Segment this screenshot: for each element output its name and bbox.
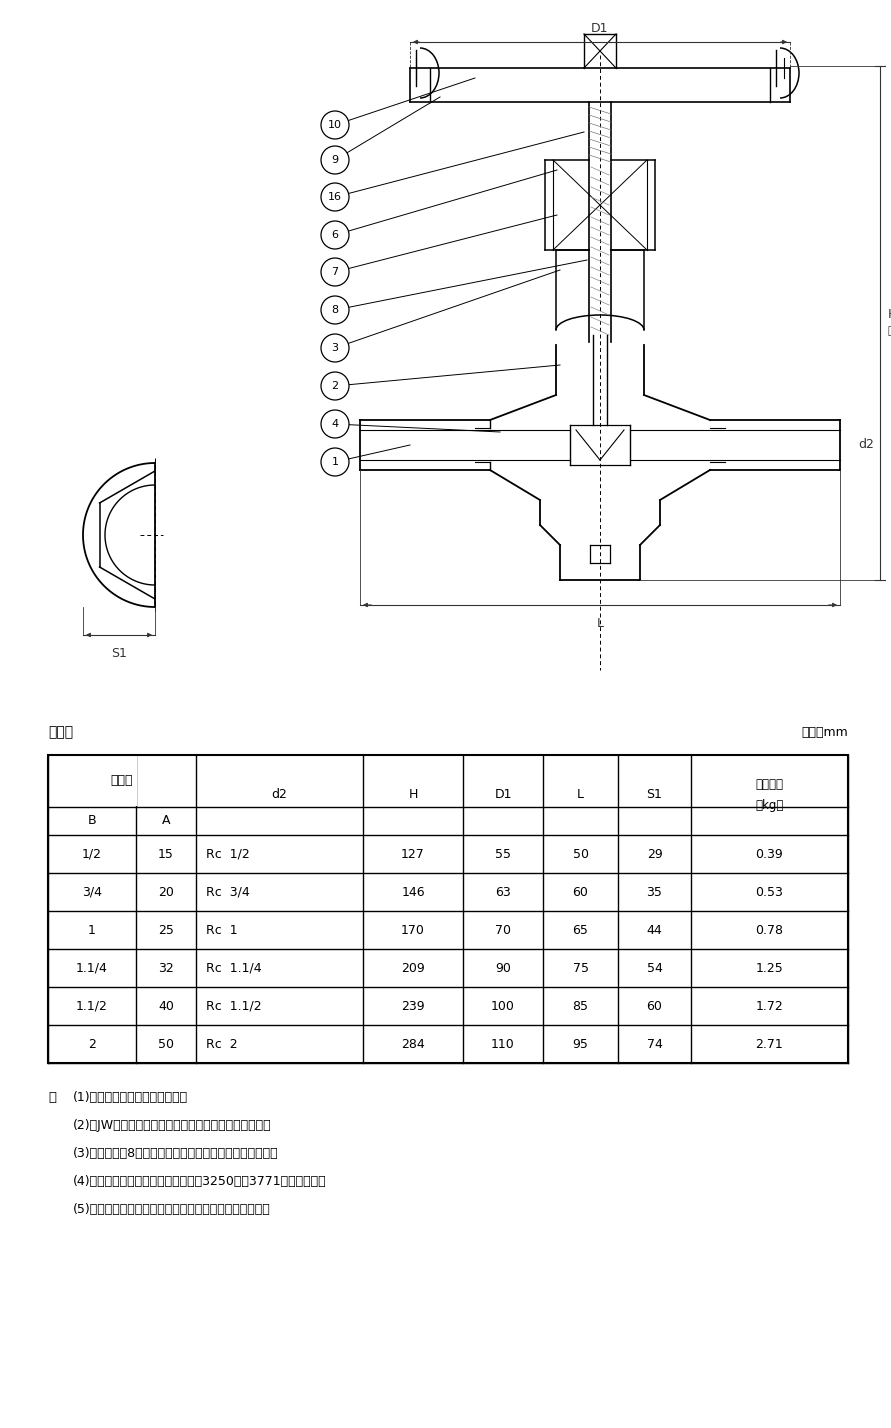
Text: (4)　引張強さと伸びは、ＪＩＳ　Ｈ3250のＣ3771と同等以上．: (4) 引張強さと伸びは、ＪＩＳ Ｈ3250のＣ3771と同等以上．	[73, 1175, 327, 1188]
Text: 50: 50	[158, 1038, 174, 1051]
Text: Rc  1.1/4: Rc 1.1/4	[206, 961, 262, 974]
Text: 1: 1	[331, 457, 339, 467]
Text: 単位：mm: 単位：mm	[801, 725, 848, 740]
Text: S1: S1	[111, 647, 127, 660]
Bar	[135, 755, 136, 805]
Circle shape	[321, 296, 349, 324]
Circle shape	[321, 146, 349, 174]
Circle shape	[321, 111, 349, 139]
Text: 1: 1	[88, 924, 96, 937]
Text: 170: 170	[401, 924, 425, 937]
Circle shape	[321, 221, 349, 248]
Circle shape	[321, 373, 349, 400]
Text: 1.72: 1.72	[756, 1000, 783, 1012]
Bar	[48, 755, 848, 1062]
Text: 55: 55	[495, 847, 511, 861]
Text: 8: 8	[331, 306, 339, 316]
Text: B: B	[87, 814, 96, 827]
Text: d2: d2	[858, 438, 874, 451]
Text: 60: 60	[647, 1000, 662, 1012]
Text: 60: 60	[573, 885, 588, 898]
Text: 1.1/2: 1.1/2	[76, 1000, 108, 1012]
Text: 54: 54	[647, 961, 662, 974]
Text: H: H	[888, 308, 891, 321]
Text: 75: 75	[573, 961, 588, 974]
Text: （kg）: （kg）	[756, 798, 784, 811]
Text: 110: 110	[491, 1038, 515, 1051]
Text: (1)　呼び径を表わしています．: (1) 呼び径を表わしています．	[73, 1091, 188, 1104]
Text: 1.25: 1.25	[756, 961, 783, 974]
Text: （全開）: （全開）	[888, 326, 891, 336]
Text: (5)　可燃性ガス・毒性ガスには使用しないでください．: (5) 可燃性ガス・毒性ガスには使用しないでください．	[73, 1202, 271, 1217]
Text: Rc  2: Rc 2	[206, 1038, 238, 1051]
Text: (2)　JWは、ＪＩＳ認証機関の略号を表わしています．: (2) JWは、ＪＩＳ認証機関の略号を表わしています．	[73, 1120, 272, 1132]
Circle shape	[321, 334, 349, 363]
Text: 85: 85	[573, 1000, 588, 1012]
Text: 概算質量: 概算質量	[756, 778, 783, 791]
Text: d2: d2	[272, 788, 288, 801]
Text: 6: 6	[331, 230, 339, 240]
Text: 7: 7	[331, 267, 339, 277]
Text: L: L	[596, 617, 603, 630]
Text: 4: 4	[331, 418, 339, 428]
Text: Rc  1/2: Rc 1/2	[206, 847, 249, 861]
Text: 呼び径: 呼び径	[110, 774, 134, 787]
Text: 100: 100	[491, 1000, 515, 1012]
Text: 63: 63	[495, 885, 511, 898]
Circle shape	[321, 183, 349, 211]
Text: 9: 9	[331, 156, 339, 166]
Text: L: L	[577, 788, 584, 801]
Text: 146: 146	[401, 885, 425, 898]
Text: 0.53: 0.53	[756, 885, 783, 898]
Text: 29: 29	[647, 847, 662, 861]
Text: 1.1/4: 1.1/4	[76, 961, 108, 974]
Text: (3)　スパナ掛8角面に製造工場の略号を表わしています．: (3) スパナ掛8角面に製造工場の略号を表わしています．	[73, 1147, 279, 1160]
Text: S1: S1	[647, 788, 662, 801]
Text: 32: 32	[158, 961, 174, 974]
Text: 寸法表: 寸法表	[48, 725, 73, 740]
Text: 10: 10	[328, 120, 342, 130]
Text: 95: 95	[573, 1038, 588, 1051]
Text: 74: 74	[647, 1038, 662, 1051]
Circle shape	[321, 410, 349, 438]
Text: 15: 15	[158, 847, 174, 861]
Text: 20: 20	[158, 885, 174, 898]
Circle shape	[321, 258, 349, 286]
Text: 50: 50	[573, 847, 588, 861]
Text: 25: 25	[158, 924, 174, 937]
Text: 2: 2	[331, 381, 339, 391]
Text: 40: 40	[158, 1000, 174, 1012]
Text: 127: 127	[401, 847, 425, 861]
Text: 44: 44	[647, 924, 662, 937]
Text: 1/2: 1/2	[82, 847, 102, 861]
Text: H: H	[408, 788, 418, 801]
Text: 2.71: 2.71	[756, 1038, 783, 1051]
Text: 284: 284	[401, 1038, 425, 1051]
Text: 70: 70	[495, 924, 511, 937]
Text: D1: D1	[495, 788, 511, 801]
Text: Rc  1.1/2: Rc 1.1/2	[206, 1000, 262, 1012]
Text: Rc  3/4: Rc 3/4	[206, 885, 249, 898]
Text: 239: 239	[401, 1000, 425, 1012]
Text: 65: 65	[573, 924, 588, 937]
Circle shape	[321, 448, 349, 476]
Text: 3/4: 3/4	[82, 885, 102, 898]
Text: Rc  1: Rc 1	[206, 924, 238, 937]
Text: D1: D1	[592, 21, 609, 36]
Text: 35: 35	[647, 885, 662, 898]
Text: 90: 90	[495, 961, 511, 974]
Text: 2: 2	[88, 1038, 96, 1051]
Text: 0.39: 0.39	[756, 847, 783, 861]
Text: 3: 3	[331, 343, 339, 353]
Text: A: A	[162, 814, 170, 827]
Text: 209: 209	[401, 961, 425, 974]
Text: 16: 16	[328, 191, 342, 201]
Text: 0.78: 0.78	[756, 924, 783, 937]
Text: 注: 注	[48, 1091, 56, 1104]
